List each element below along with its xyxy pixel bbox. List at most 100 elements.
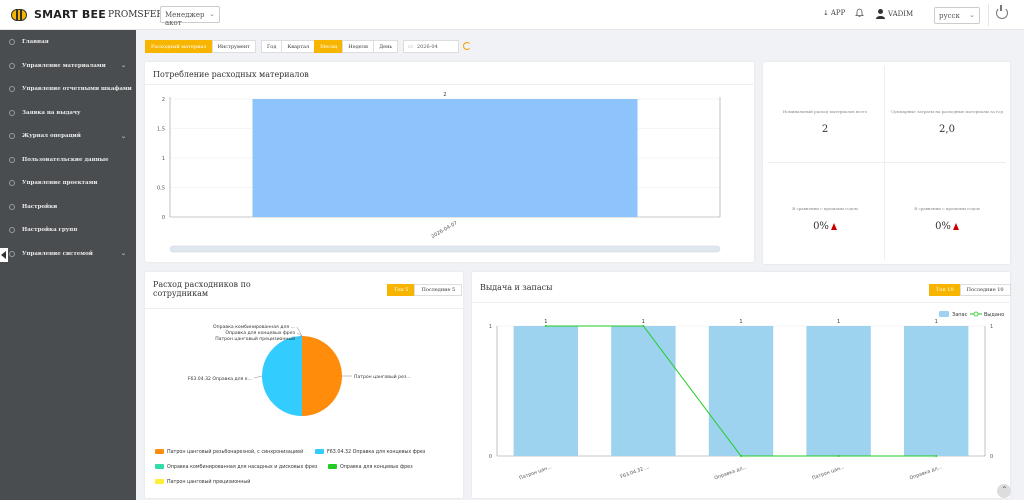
legend-swatch <box>155 449 164 454</box>
stat-value: 2,0 <box>939 124 955 135</box>
data-label: 1 <box>544 319 547 325</box>
stock-bar[interactable] <box>611 326 676 456</box>
language-select[interactable]: русск ⌄ <box>934 7 980 24</box>
filter-bar: Расходный материал Инструмент Год Квартал Ме… <box>145 40 472 53</box>
divider <box>145 84 754 85</box>
stat-value: 0% <box>813 221 829 232</box>
filter-button[interactable]: Месяц <box>314 40 344 53</box>
y-tick-label: 0,5 <box>157 186 165 192</box>
stat-total: Номинальный расход материалов всего 2 <box>765 109 885 135</box>
slice-label: F63.04.32 Оправка для к... <box>188 376 252 382</box>
divider <box>472 302 1010 303</box>
filter-button[interactable]: Год <box>260 40 283 53</box>
issued-point[interactable] <box>837 455 840 457</box>
chevron-down-icon: ⌄ <box>120 132 126 140</box>
sidebar-item[interactable]: Заявка на выдачу <box>0 105 136 121</box>
stock-bar[interactable] <box>513 326 579 456</box>
toggle-top5[interactable]: Топ 5 <box>387 284 416 296</box>
legend-swatch <box>328 464 337 469</box>
toggle-last5[interactable]: Последние 5 <box>414 284 463 296</box>
sidebar-item-label: Управление системой <box>22 250 93 257</box>
stat-label: В сравнении с прошлым годом <box>914 206 980 211</box>
menu-circle-icon <box>9 180 15 186</box>
sidebar-item-label: Журнал операций <box>22 133 81 139</box>
stock-bar[interactable] <box>903 326 969 456</box>
sidebar-item[interactable]: Пользовательские данные <box>0 152 136 168</box>
sidebar: Главная Управление материалами ⌄ Управление… <box>0 30 136 500</box>
calendar-icon: ▭ <box>408 43 413 50</box>
stat-value: 0% <box>935 221 951 232</box>
issue-stock-chart: 0 0 1 1 1 Патрон цан... 1 F63.04.32 ... 1 Оправка… <box>489 311 1004 482</box>
sidebar-item[interactable]: Журнал операций ⌄ <box>0 128 136 144</box>
legend-label[interactable]: Патрон цанговый прецизионный <box>167 478 250 485</box>
legend-label[interactable]: Выдано <box>984 312 1004 318</box>
stat-year-cost: Суммарные затраты на расходные материалы… <box>887 109 1007 135</box>
issued-point[interactable] <box>935 455 938 457</box>
legend-label[interactable]: Оправка для концевых фрез <box>340 464 413 470</box>
logo-text: SMART BEE <box>34 7 106 21</box>
x-tick-label: Оправка дл... <box>714 464 748 481</box>
arrow-up-icon: ⌃ <box>1001 485 1008 494</box>
sidebar-item[interactable]: Главная <box>0 34 136 50</box>
y-tick-label: 1,5 <box>157 127 165 133</box>
data-label: 1 <box>739 319 742 325</box>
legend-label[interactable]: Запас <box>952 312 968 318</box>
date-picker[interactable]: ▭ 2026-04 <box>403 40 460 53</box>
zoom-slider[interactable] <box>169 245 721 253</box>
stat-value: 2 <box>821 124 829 135</box>
sidebar-item[interactable]: Управление отчетными шкафами <box>0 81 136 97</box>
user-menu[interactable]: VADIM <box>875 8 913 19</box>
legend-label[interactable]: F63.04.32 Оправка для концевых фрез <box>327 449 426 455</box>
sidebar-item[interactable]: Настройка групп <box>0 222 136 238</box>
pie-slice[interactable] <box>262 336 302 416</box>
toggle-last10[interactable]: Последние 10 <box>959 284 1011 296</box>
role-select[interactable]: Менеджер акот ⌄ <box>160 6 220 27</box>
divider <box>767 162 1006 163</box>
refresh-icon[interactable] <box>463 42 472 50</box>
filter-button[interactable]: Неделя <box>342 40 375 53</box>
legend-label[interactable]: Патрон цанговый резьбонарезной, с синхро… <box>167 448 303 455</box>
x-tick-label: Оправка дл... <box>909 464 943 481</box>
logo[interactable]: SMART BEE <box>8 5 106 23</box>
sidebar-item[interactable]: Управление материалами ⌄ <box>0 58 136 74</box>
menu-circle-icon <box>9 250 15 257</box>
collapse-sidebar-icon[interactable] <box>0 248 8 262</box>
sidebar-item-label: Заявка на выдачу <box>22 109 81 116</box>
stat-compare-1: В сравнении с прошлым годом 0% <box>765 206 885 232</box>
x-tick-label: F63.04.32 ... <box>620 464 650 480</box>
top-toggle: Топ 10 Последние 10 <box>929 284 1011 296</box>
chevron-down-icon: ⌄ <box>120 62 126 69</box>
app-download-button[interactable]: ⤓ APP <box>823 9 845 17</box>
x-tick-label: Патрон цан... <box>519 464 553 481</box>
issued-point[interactable] <box>544 325 547 327</box>
role-select-value: Менеджер акот <box>165 11 205 27</box>
menu-circle-icon <box>9 86 15 92</box>
logout-icon[interactable] <box>996 5 1008 19</box>
filter-button[interactable]: Квартал <box>281 40 316 53</box>
stock-bar[interactable] <box>806 326 871 456</box>
y-tick-label-right: 0 <box>990 454 993 460</box>
legend-label[interactable]: Оправка комбинированная для насадных и д… <box>167 464 318 470</box>
sidebar-item[interactable]: Управление системой ⌄ <box>0 246 136 262</box>
slice-label: Патрон цанговый прецизионный <box>215 335 295 342</box>
stock-bar[interactable] <box>708 326 774 456</box>
sidebar-item-label: Настройка групп <box>22 227 78 233</box>
pie-slice[interactable] <box>302 336 342 416</box>
filter-button[interactable]: День <box>373 40 399 53</box>
sidebar-item[interactable]: Управление проектами <box>0 175 136 191</box>
issued-point[interactable] <box>740 455 742 457</box>
scroll-top-button[interactable]: ⌃ <box>997 484 1011 498</box>
filter-button[interactable]: Расходный материал <box>145 40 213 53</box>
stat-label: Номинальный расход материалов всего <box>782 109 868 114</box>
sidebar-item-label: Управление материалами <box>22 62 106 69</box>
stat-label: В сравнении с прошлым годом <box>792 206 858 211</box>
issued-point[interactable] <box>642 325 645 327</box>
divider <box>145 308 463 309</box>
toggle-top10[interactable]: Топ 10 <box>929 284 961 296</box>
sidebar-item-label: Управление отчетными шкафами <box>22 86 132 92</box>
bar[interactable] <box>252 99 638 217</box>
sidebar-item[interactable]: Настройки <box>0 199 136 215</box>
x-tick-label: 2026-04-07 <box>430 220 458 240</box>
notification-button[interactable] <box>855 8 864 18</box>
filter-button[interactable]: Инструмент <box>211 40 256 53</box>
